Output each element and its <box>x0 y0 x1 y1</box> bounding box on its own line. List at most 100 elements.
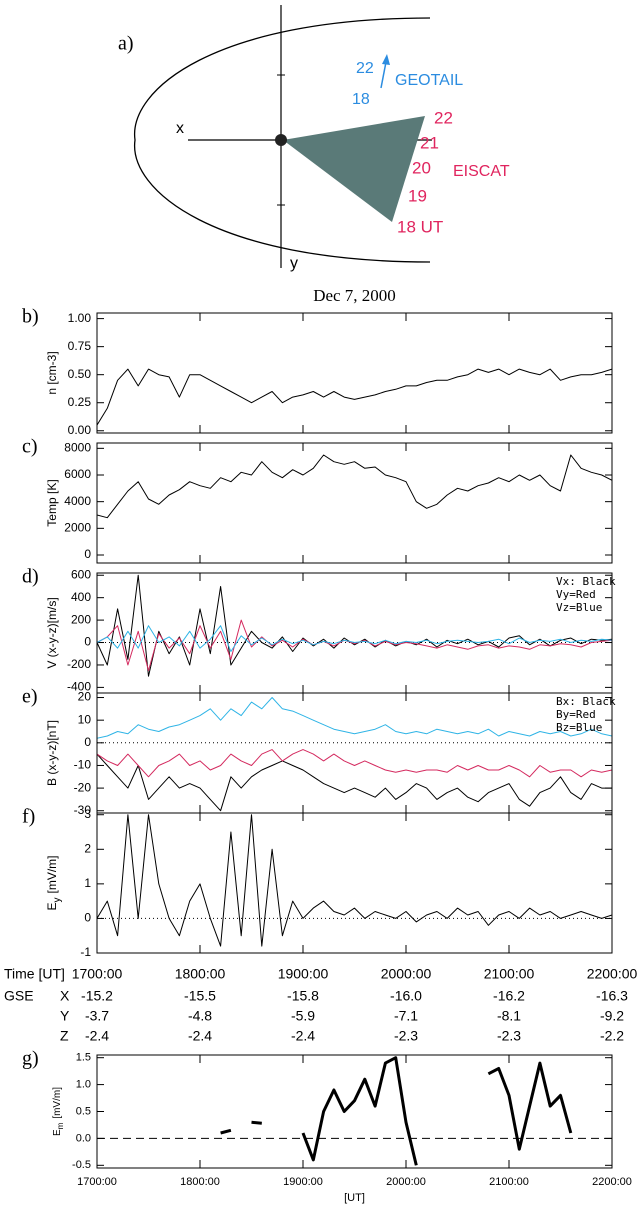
x-tick-label: 2000:00 <box>381 966 432 982</box>
panel-label: c) <box>22 436 38 458</box>
eiscat-label: EISCAT <box>453 163 510 180</box>
geotail-label: GEOTAIL <box>395 72 463 89</box>
y-tick-label: 3 <box>84 807 91 821</box>
series-line <box>220 1056 573 1166</box>
table-cell: -7.1 <box>394 1008 418 1024</box>
y-tick-label: 0.00 <box>68 423 92 437</box>
x-tick-label: 2200:00 <box>592 1176 632 1188</box>
legend-entry: Bx: Black <box>556 695 616 708</box>
geotail-time: 18 <box>352 91 370 108</box>
y-tick-label: 1 <box>84 876 91 890</box>
plot-area <box>97 814 612 947</box>
series-line <box>97 574 612 677</box>
y-tick-label: -30 <box>74 803 92 817</box>
panel-label: e) <box>22 686 38 708</box>
y-tick-label: 0 <box>84 911 91 925</box>
diagram: a) x y 22 18 GEOTAIL 22 21 20 19 18 UT E… <box>118 5 510 272</box>
eiscat-sector <box>283 116 425 222</box>
y-tick-label: 6000 <box>64 467 91 481</box>
plot-frame <box>96 1054 613 1169</box>
series-line <box>97 753 612 812</box>
y-tick-label: 0 <box>84 735 91 749</box>
axis-label: x <box>176 120 184 137</box>
y-tick-label: -0.5 <box>72 1159 91 1171</box>
panel-label: g) <box>22 1048 39 1070</box>
plot-frame <box>96 312 613 434</box>
table-cell: -15.8 <box>287 988 319 1004</box>
y-tick-label: 0.5 <box>76 1105 91 1117</box>
y-tick-label: 2 <box>84 841 91 855</box>
x-tick-label: 1700:00 <box>77 1176 117 1188</box>
y-tick-label: -1 <box>80 945 91 959</box>
y-tick-label: 0.75 <box>68 339 92 353</box>
series-line <box>97 697 612 739</box>
arrow-head <box>382 54 390 65</box>
row-label: Z <box>60 1028 69 1044</box>
y-axis-label: Em [mV/m] <box>52 1087 65 1136</box>
table-cell: -16.3 <box>596 988 628 1004</box>
y-axis-label-unit: [mV/m] <box>45 855 59 893</box>
legend-entry: Bz=Blue <box>556 721 602 734</box>
table-cell: -3.7 <box>85 1008 109 1024</box>
bow-shock <box>134 17 431 263</box>
x-tick-label: 1800:00 <box>180 1176 220 1188</box>
y-tick-label: -10 <box>74 758 92 772</box>
series-line <box>97 619 612 672</box>
y-tick-label: 1.5 <box>76 1052 91 1064</box>
table-cell: -16.2 <box>493 988 525 1004</box>
legend-entry: Vy=Red <box>556 588 596 601</box>
y-axis-label: Ey [mV/m] <box>45 855 62 910</box>
table-cell: -2.2 <box>600 1028 624 1044</box>
x-tick-label: 1900:00 <box>278 966 329 982</box>
eiscat-time: 18 UT <box>397 217 443 236</box>
y-tick-label: 10 <box>78 712 92 726</box>
table-cell: -2.3 <box>394 1028 418 1044</box>
plot-area <box>97 574 612 677</box>
table-cell: -2.4 <box>188 1028 212 1044</box>
row-label: Y <box>60 1008 70 1024</box>
plot-area <box>97 368 612 426</box>
x-tick-label: 2100:00 <box>484 966 535 982</box>
plot-frame <box>96 812 613 954</box>
plot-area <box>97 697 612 812</box>
row-label: X <box>60 988 70 1004</box>
plot-area <box>220 1056 573 1166</box>
table-cell: -15.5 <box>184 988 216 1004</box>
chart-title: Dec 7, 2000 <box>313 286 396 305</box>
y-axis-label: Temp [K] <box>45 479 59 526</box>
panel-label: f) <box>22 806 35 828</box>
panel-label: d) <box>22 566 39 588</box>
y-axis-label-sub: m <box>56 1122 65 1129</box>
y-tick-label: -400 <box>67 680 91 694</box>
y-axis-label: n [cm-3] <box>45 351 59 394</box>
series-line <box>97 368 612 426</box>
legend-entry: Vz=Blue <box>556 601 602 614</box>
plot-frame <box>96 572 613 694</box>
y-tick-label: 8000 <box>64 441 91 455</box>
eiscat-time: 20 <box>412 158 431 177</box>
earth <box>275 134 287 146</box>
y-tick-label: 0 <box>84 547 91 561</box>
x-tick-label: 2000:00 <box>386 1176 426 1188</box>
panel-label: b) <box>22 306 39 328</box>
plot-frame <box>96 442 613 564</box>
y-tick-label: 600 <box>71 567 91 581</box>
y-tick-label: -200 <box>67 657 91 671</box>
table-cell: -15.2 <box>81 988 113 1004</box>
y-tick-label: 2000 <box>64 521 91 535</box>
y-axis-label-unit: [mV/m] <box>52 1087 63 1119</box>
x-tick-label: 1800:00 <box>175 966 226 982</box>
series-line <box>97 454 612 519</box>
y-tick-label: 4000 <box>64 494 91 508</box>
y-tick-label: 0.0 <box>76 1132 91 1144</box>
y-tick-label: 1.0 <box>76 1079 91 1091</box>
y-tick-label: 400 <box>71 590 91 604</box>
table-title: GSE <box>4 988 34 1004</box>
eiscat-time: 21 <box>420 133 439 152</box>
y-tick-label: 200 <box>71 612 91 626</box>
table-cell: -5.9 <box>291 1008 315 1024</box>
table-cell: -2.4 <box>291 1028 315 1044</box>
plot-area <box>97 454 612 519</box>
panel-label: a) <box>118 33 134 55</box>
